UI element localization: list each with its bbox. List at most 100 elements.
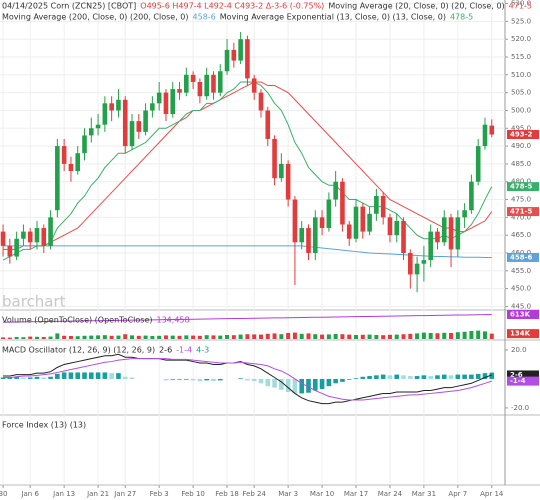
volume-bar	[360, 334, 365, 339]
volume-bar	[1, 337, 6, 339]
y-tick-label: 530.0	[511, 0, 531, 8]
macd-histogram-bar	[353, 378, 359, 379]
legend-text: MACD Oscillator (12, 26, 9) (12, 26, 9)	[2, 346, 155, 355]
candle-body	[163, 92, 169, 115]
x-tick-label: Mar 10	[310, 490, 334, 498]
candle-body	[116, 99, 121, 111]
value-tag	[507, 329, 539, 339]
candle-body	[408, 252, 413, 275]
volume-bar	[150, 336, 155, 339]
candle-body	[258, 92, 264, 111]
x-tick-label: Mar 24	[378, 490, 403, 498]
x-tick-label: 30	[0, 490, 8, 498]
y-tick-label: 475.0	[511, 196, 531, 204]
volume-bar	[442, 332, 447, 339]
macd-histogram-bar	[102, 372, 108, 379]
candle-body	[401, 220, 406, 253]
legend-text: -1-4	[176, 346, 192, 355]
candle-body	[319, 217, 325, 229]
macd-histogram-bar	[55, 373, 60, 379]
macd-histogram-bar	[61, 372, 67, 379]
y-tick-label: 445.0	[511, 302, 531, 310]
volume-bar	[170, 335, 175, 339]
moving-average-line	[3, 245, 492, 258]
volume-bar	[184, 335, 189, 339]
candle-body	[34, 228, 40, 243]
volume-bar	[455, 332, 460, 339]
legend-text: 478-5	[450, 13, 473, 22]
candle-body	[136, 121, 142, 132]
volume-bar	[469, 331, 474, 339]
macd-histogram-bar	[14, 376, 19, 379]
volume-bar	[68, 336, 73, 339]
candle-body	[346, 224, 352, 239]
volume-bar	[354, 335, 359, 339]
value-tag-label: 613K	[510, 310, 531, 318]
volume-bar	[34, 336, 39, 339]
volume-bar	[374, 335, 379, 339]
y-tick-label: 500.0	[511, 106, 531, 114]
x-tick-label: Jan 13	[52, 490, 75, 498]
candle-body	[102, 103, 108, 125]
candle-body	[143, 110, 148, 132]
volume-bar	[387, 334, 392, 339]
volume-bar	[130, 335, 135, 339]
macd-histogram-bar	[122, 376, 128, 379]
candle-body	[14, 238, 19, 257]
candle-body	[122, 99, 128, 147]
volume-bar	[272, 333, 277, 339]
y-tick-label: 455.0	[511, 267, 531, 275]
candle-body	[68, 163, 74, 172]
volume-bar	[286, 333, 291, 339]
volume-bar	[143, 335, 148, 339]
y-tick-label: 525.0	[511, 17, 531, 25]
candle-body	[279, 163, 284, 179]
legend-text: Force Index (13) (13)	[2, 421, 86, 430]
candle-body	[129, 121, 135, 147]
volume-bar	[320, 334, 325, 339]
volume-bar	[265, 333, 270, 339]
volume-bar	[258, 334, 263, 339]
value-tag-label: 478-5	[510, 183, 533, 191]
macd-histogram-bar	[265, 378, 271, 387]
candle-body	[265, 110, 271, 139]
macd-histogram-bar	[245, 378, 250, 381]
x-tick-label: Mar 31	[412, 490, 436, 498]
candle-body	[475, 146, 481, 182]
candle-body	[367, 213, 372, 232]
x-tick-label: Feb 24	[242, 490, 266, 498]
macd-histogram-bar	[285, 378, 291, 392]
candle-body	[462, 210, 467, 218]
macd-histogram-bar	[82, 372, 87, 379]
candle-body	[82, 135, 87, 154]
candle-body	[394, 220, 400, 236]
volume-bar	[476, 330, 481, 339]
volume-bar	[449, 333, 454, 339]
x-tick-label: Apr 14	[480, 490, 504, 498]
candle-body	[448, 217, 454, 250]
candle-body	[374, 195, 379, 214]
volume-bar	[394, 334, 399, 339]
macd-histogram-bar	[448, 375, 454, 379]
value-tag-label: 493-2	[510, 131, 533, 139]
candle-body	[340, 181, 345, 225]
candle-body	[109, 103, 114, 111]
volume-bar	[489, 333, 494, 339]
y-tick-label: 465.0	[511, 231, 531, 239]
macd-histogram-bar	[217, 378, 223, 381]
legend-text: O495-6 H497-4 L492-4 C493-2 Δ-3-6 (-0.75…	[140, 2, 324, 11]
legend-text: 2-6	[159, 346, 172, 355]
moving-average-line	[3, 81, 493, 250]
macd-histogram-bar	[7, 377, 13, 379]
legend-text: 134,458	[157, 316, 190, 325]
macd-histogram-bar	[129, 377, 135, 379]
macd-histogram-bar	[340, 378, 345, 382]
y-tick-label: 495.0	[511, 124, 531, 132]
candle-body	[190, 74, 196, 82]
macd-histogram-bar	[475, 373, 481, 379]
macd-histogram-bar	[204, 378, 209, 381]
value-tag-label: -1-4	[510, 377, 526, 385]
candle-body	[360, 206, 366, 232]
candle-body	[197, 81, 203, 97]
